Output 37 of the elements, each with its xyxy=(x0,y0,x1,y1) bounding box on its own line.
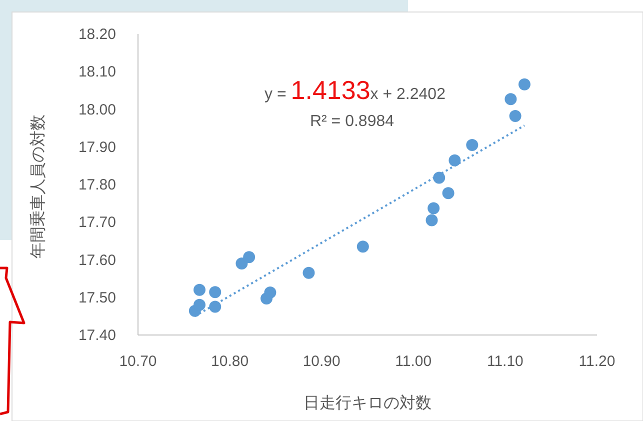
x-tick-label: 11.10 xyxy=(486,353,524,370)
y-tick-label: 17.60 xyxy=(78,252,116,269)
point xyxy=(243,251,256,264)
x-tick-label: 10.90 xyxy=(302,353,340,370)
point xyxy=(448,154,461,166)
point xyxy=(466,138,478,151)
x-tick-label: 10.80 xyxy=(211,353,249,370)
point xyxy=(442,187,454,200)
point xyxy=(209,286,222,298)
y-tick-label: 17.80 xyxy=(78,176,116,194)
point xyxy=(509,110,522,122)
y-tick-label: 17.70 xyxy=(78,214,116,232)
point xyxy=(518,78,530,90)
x-tick-label: 11.20 xyxy=(578,353,616,370)
point xyxy=(194,284,206,296)
y-axis-title: 年間乗車人員の対数 xyxy=(29,114,47,258)
annotation: y = 1.4133x + 2.2402 xyxy=(264,75,446,105)
point xyxy=(433,172,446,184)
y-tick-label: 18.00 xyxy=(78,101,116,118)
point xyxy=(236,258,248,270)
x-axis-title: 日走行キロの対数 xyxy=(304,394,432,412)
annotation: R² = 0.8984 xyxy=(310,113,394,130)
point xyxy=(426,214,438,226)
y-tick-label: 17.50 xyxy=(78,289,116,306)
x-tick-label: 10.70 xyxy=(119,353,157,370)
y-tick-label: 17.40 xyxy=(78,327,116,344)
y-tick-label: 18.20 xyxy=(78,26,116,43)
point xyxy=(504,93,517,106)
y-tick-label: 17.90 xyxy=(78,138,116,156)
point xyxy=(209,300,222,313)
point xyxy=(428,202,440,214)
point xyxy=(194,298,206,311)
point xyxy=(302,266,315,279)
point xyxy=(356,240,369,253)
point xyxy=(264,286,276,298)
y-tick-label: 18.10 xyxy=(78,64,116,81)
x-tick-label: 11.00 xyxy=(395,353,432,370)
